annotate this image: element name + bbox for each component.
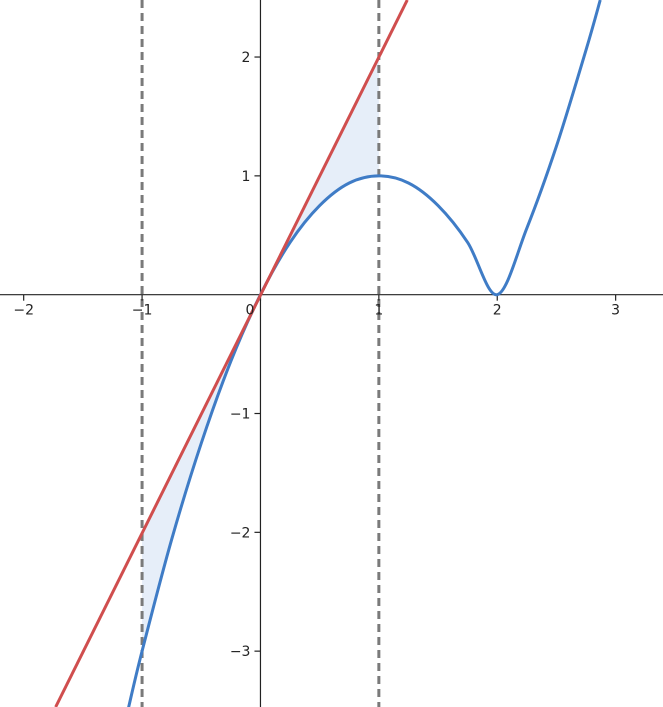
y-tick-label-0: −3 [230,644,251,660]
y-tick-label-1: −2 [230,525,251,541]
x-tick-label-2: 0 [246,303,255,319]
tick-labels: −2 −1 0 1 2 3 −3 −2 −1 1 2 [13,50,620,660]
x-tick-label-3: 1 [374,303,383,319]
shaded-region-0 [142,294,261,652]
y-tick-label-3: 1 [242,169,251,185]
x-tick-label-1: −1 [132,303,153,319]
x-tick-label-5: 3 [611,303,620,319]
line-red [54,0,409,707]
curve-blue [127,0,602,707]
y-tick-label-4: 2 [242,50,251,66]
vertical-guide-lines [140,0,381,707]
x-tick-label-0: −2 [13,303,34,319]
series-curves [54,0,602,707]
y-tick-label-2: −1 [230,407,251,423]
x-tick-label-4: 2 [493,303,502,319]
